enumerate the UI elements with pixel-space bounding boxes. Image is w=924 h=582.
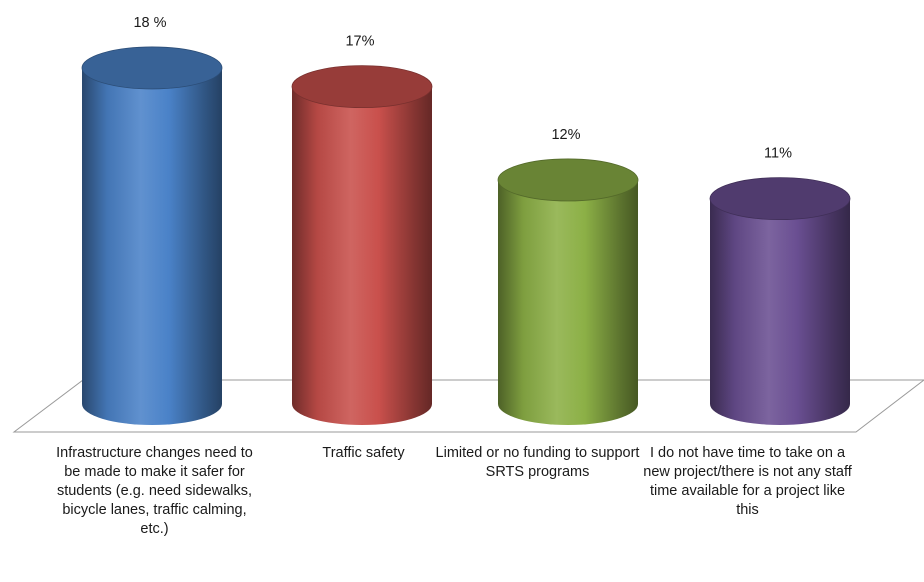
bar-top-2 (291, 65, 433, 109)
bar-body-3 (498, 179, 638, 425)
bar-body-2 (292, 86, 432, 426)
chart-floor (12, 379, 924, 433)
bar-4 (709, 177, 851, 425)
bar-top-1 (81, 46, 223, 90)
bar-top-4 (709, 177, 851, 221)
bar-3 (497, 158, 639, 425)
data-label-3: 12% (551, 127, 580, 143)
bar-1 (81, 46, 223, 425)
category-label-2: Traffic safety (322, 445, 405, 461)
bar-top-3 (497, 158, 639, 202)
data-label-1: 18 % (133, 15, 166, 31)
bar-body-4 (710, 198, 850, 425)
category-label-4: I do not have time to take on a new proj… (643, 445, 852, 518)
category-label-1: Infrastructure changes need to be made t… (56, 445, 253, 537)
data-label-4: 11% (764, 146, 792, 162)
bar-body-1 (82, 67, 222, 425)
bar-2 (291, 65, 433, 426)
category-label-3: Limited or no funding to support SRTS pr… (435, 445, 640, 480)
data-label-2: 17% (345, 34, 374, 50)
